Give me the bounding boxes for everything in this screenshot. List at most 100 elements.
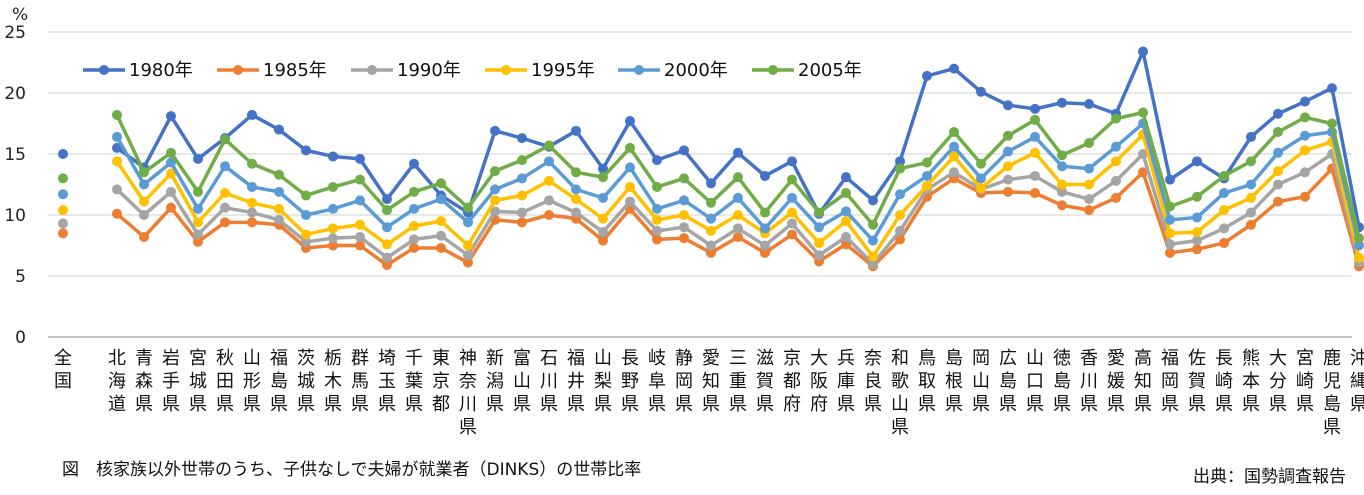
data-point (463, 217, 473, 228)
data-point (652, 203, 662, 214)
data-point (1192, 235, 1202, 246)
data-point (1165, 174, 1175, 185)
data-point (1003, 174, 1013, 185)
data-point (1003, 100, 1013, 111)
x-category-label: 岐阜県 (648, 348, 666, 415)
legend-swatch-marker (367, 65, 377, 75)
data-point (922, 180, 932, 191)
data-point (868, 235, 878, 246)
x-category-label: 青森県 (135, 348, 153, 415)
data-point (1057, 150, 1067, 161)
data-point (1273, 179, 1283, 190)
data-point (1273, 127, 1283, 138)
data-point (166, 157, 176, 168)
data-point (787, 218, 797, 229)
x-category-label: 茨城県 (297, 348, 315, 415)
x-category-label: 神奈川県 (459, 348, 477, 438)
data-point (1354, 252, 1364, 263)
x-category-label: 富山県 (513, 348, 531, 415)
data-point (112, 156, 122, 167)
data-point (112, 184, 122, 195)
x-category-label: 滋賀県 (756, 348, 774, 415)
data-point (1138, 149, 1148, 159)
data-point (274, 214, 284, 225)
data-point (868, 219, 878, 230)
x-category-label: 和歌山県 (891, 348, 909, 438)
data-point (1300, 96, 1310, 107)
data-point (706, 178, 716, 189)
data-point (220, 217, 230, 228)
data-point (355, 231, 365, 242)
data-point (1246, 131, 1256, 142)
data-point (328, 233, 338, 244)
data-point (760, 247, 770, 258)
data-point (652, 181, 662, 192)
data-point (1327, 83, 1337, 94)
data-point (1165, 239, 1175, 250)
data-point (733, 223, 743, 234)
data-point (1003, 186, 1013, 197)
data-point (841, 231, 851, 242)
data-point (1300, 112, 1310, 123)
data-point (274, 124, 284, 135)
x-category-label: 鹿児島県 (1323, 348, 1341, 438)
data-point (733, 231, 743, 242)
data-point (58, 189, 68, 200)
data-point (679, 195, 689, 206)
data-point (220, 134, 230, 145)
data-point (58, 173, 68, 184)
data-point (1219, 223, 1229, 234)
data-point (1030, 131, 1040, 142)
data-point (58, 228, 68, 239)
data-point (1003, 146, 1013, 157)
data-point (490, 206, 500, 217)
data-point (463, 202, 473, 213)
legend-swatch-marker (501, 65, 511, 75)
data-point (1084, 98, 1094, 109)
data-point (760, 223, 770, 234)
data-point (1111, 175, 1121, 186)
data-point (1057, 186, 1067, 197)
data-point (841, 172, 851, 183)
data-point (1300, 191, 1310, 202)
data-point (706, 197, 716, 208)
data-point (382, 260, 392, 271)
data-point (1300, 167, 1310, 178)
x-category-labels: 全国 北海道青森県岩手県宮城県秋田県山形県福島県茨城県栃木県群馬県埼玉県千葉県東京… (54, 348, 1364, 438)
x-category-label: 福井県 (567, 348, 585, 415)
data-point (1246, 219, 1256, 230)
data-point (544, 140, 554, 151)
data-point (1192, 191, 1202, 202)
data-point (841, 206, 851, 217)
data-point (1030, 170, 1040, 181)
legend-label: 1990年 (397, 60, 461, 81)
data-point (193, 203, 203, 214)
series-1980年 (58, 46, 1364, 233)
x-category-label: 愛媛県 (1107, 348, 1125, 415)
data-point (760, 170, 770, 181)
data-point (1138, 46, 1148, 57)
data-point (598, 227, 608, 238)
data-point (409, 158, 419, 169)
legend-item: 1985年 (217, 60, 327, 81)
x-category-label: 山梨県 (594, 348, 612, 415)
data-point (652, 225, 662, 236)
source-note: 出典：国勢調査報告 (1193, 467, 1346, 487)
data-point (1111, 141, 1121, 152)
data-point (1084, 138, 1094, 149)
data-point (436, 242, 446, 253)
data-point (571, 207, 581, 218)
x-category-label: 三重県 (729, 348, 747, 415)
data-point (1300, 145, 1310, 156)
legend-swatch-marker (99, 65, 109, 75)
legend-item: 2005年 (752, 60, 862, 81)
data-point (409, 242, 419, 253)
data-point (1030, 103, 1040, 114)
data-point (949, 167, 959, 178)
data-point (598, 172, 608, 183)
data-point (517, 173, 527, 184)
y-tick-labels: 0 5 10 15 20 25 (4, 23, 26, 348)
x-category-label: 石川県 (540, 348, 558, 415)
data-point (679, 145, 689, 156)
data-point (787, 207, 797, 218)
